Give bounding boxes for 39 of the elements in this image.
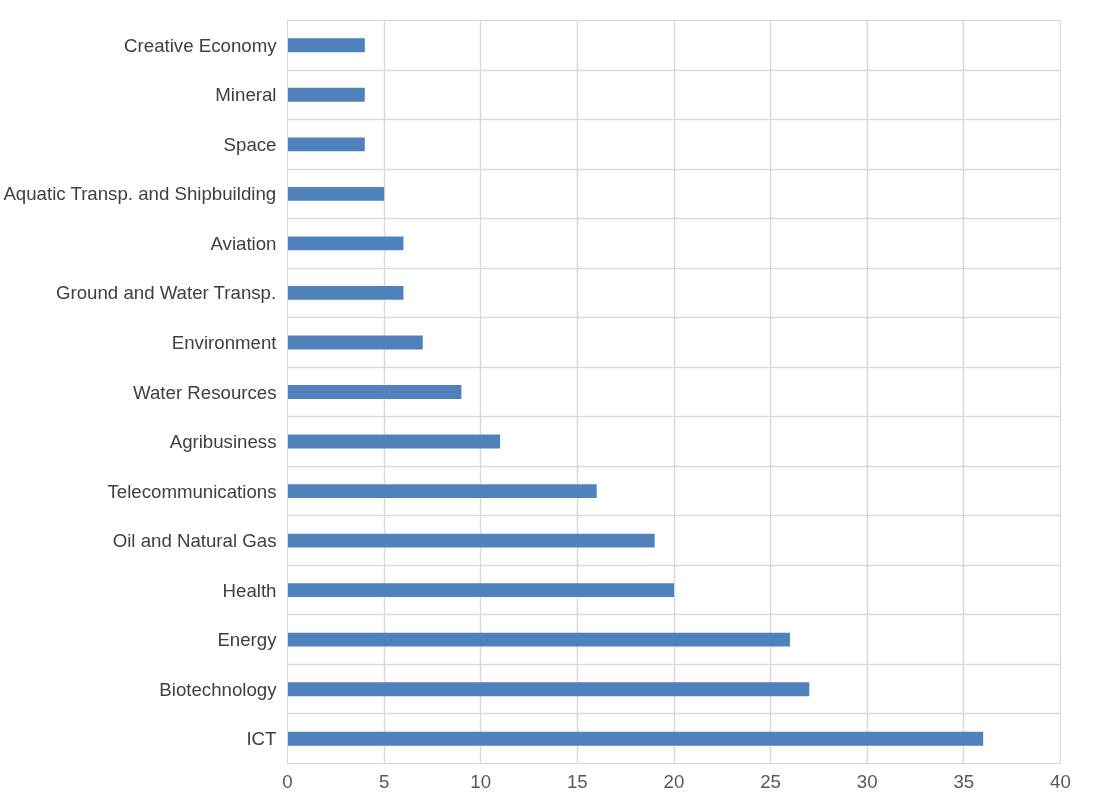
y-tick-label: Ground and Water Transp.	[55, 282, 277, 304]
x-tick-label: 15	[567, 770, 588, 792]
bar	[287, 87, 365, 102]
bar	[287, 434, 501, 449]
y-tick-label: Health	[222, 579, 277, 601]
bar	[287, 583, 674, 598]
x-tick-label: 40	[1050, 770, 1071, 792]
y-tick-label: Aquatic Transp. and Shipbuilding	[3, 183, 277, 205]
x-tick-label: 10	[470, 770, 492, 792]
x-tick-label: 30	[856, 770, 878, 792]
bar	[287, 137, 365, 152]
y-tick-label: Environment	[171, 331, 278, 353]
y-tick-label: ICT	[246, 728, 277, 750]
y-tick-label: Creative Economy	[124, 34, 278, 56]
y-tick-label: Water Resources	[133, 381, 277, 403]
bar	[287, 484, 597, 498]
bar	[287, 335, 423, 350]
bar	[287, 38, 365, 53]
bar	[287, 632, 790, 647]
bar	[287, 236, 404, 251]
bar	[287, 385, 462, 399]
y-tick-label: Mineral	[215, 84, 277, 106]
y-tick-label: Agribusiness	[169, 431, 277, 453]
y-tick-label: Oil and Natural Gas	[112, 530, 277, 552]
y-tick-label: Space	[223, 133, 277, 155]
x-tick-label: 35	[953, 770, 975, 792]
bar	[287, 186, 385, 201]
bar	[287, 533, 655, 548]
bar	[287, 731, 984, 746]
y-tick-label: Telecommunications	[107, 480, 277, 502]
y-tick-label: Aviation	[210, 232, 277, 254]
x-tick-label: 0	[282, 770, 293, 792]
y-tick-label: Biotechnology	[159, 678, 278, 700]
bar	[287, 286, 404, 300]
x-tick-label: 25	[760, 770, 782, 792]
x-tick-label: 20	[663, 770, 685, 792]
x-tick-label: 5	[378, 770, 390, 792]
bar	[287, 682, 810, 697]
y-tick-label: Energy	[217, 629, 278, 651]
